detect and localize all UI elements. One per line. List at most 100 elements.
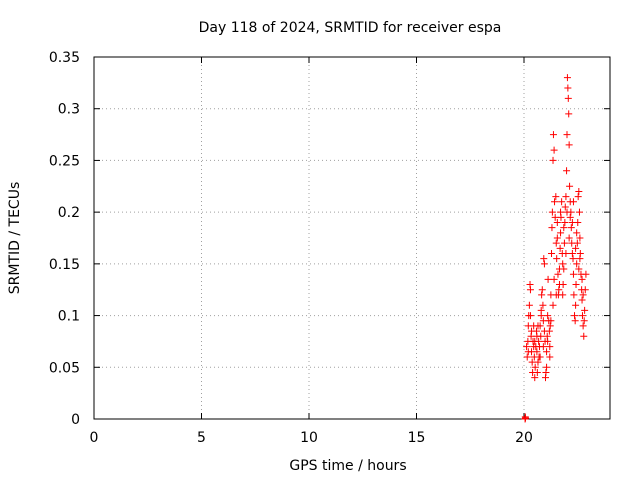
data-point — [569, 270, 577, 278]
data-point — [557, 208, 565, 216]
data-point — [571, 317, 579, 325]
data-point — [553, 218, 561, 226]
data-point — [556, 244, 564, 252]
data-point — [554, 270, 562, 278]
data-point — [524, 348, 532, 356]
data-point — [533, 348, 541, 356]
data-point — [546, 343, 554, 351]
data-point — [559, 291, 567, 299]
x-tick-label: 10 — [300, 430, 318, 446]
data-point — [551, 198, 559, 206]
data-point — [581, 286, 589, 294]
data-point — [574, 193, 582, 201]
y-tick-label: 0.3 — [58, 102, 80, 118]
y-tick-label: 0.05 — [49, 360, 80, 376]
data-point — [572, 301, 580, 309]
data-point — [528, 327, 536, 335]
data-point — [552, 291, 560, 299]
axis-ticks — [93, 56, 610, 420]
data-point — [565, 110, 573, 118]
data-point — [550, 275, 558, 283]
data-point — [536, 353, 544, 361]
y-tick-label: 0.25 — [49, 153, 80, 169]
data-point — [523, 343, 531, 351]
data-point — [537, 306, 545, 314]
data-point — [543, 363, 551, 371]
data-point — [548, 208, 556, 216]
data-point — [549, 156, 557, 164]
data-point — [553, 255, 561, 263]
x-tick-label: 15 — [408, 430, 426, 446]
data-point — [564, 84, 572, 92]
data-point — [525, 301, 533, 309]
data-point — [547, 317, 555, 325]
data-point — [576, 234, 584, 242]
data-point — [552, 239, 560, 247]
data-point — [580, 317, 588, 325]
data-point — [533, 368, 541, 376]
data-point — [552, 193, 560, 201]
data-point — [550, 146, 558, 154]
data-point — [555, 265, 563, 273]
y-tick-label: 0.1 — [58, 309, 80, 325]
data-point — [523, 353, 531, 361]
y-tick-label: 0 — [71, 412, 80, 428]
data-point — [562, 193, 570, 201]
x-tick-label: 0 — [90, 430, 99, 446]
axis-tick-labels: 0 5 10 15 20 0 0.05 0.1 0.15 0.2 0.25 0.3 0.35 — [49, 50, 533, 446]
data-point — [579, 291, 587, 299]
data-point — [561, 218, 569, 226]
x-tick-label: 5 — [197, 430, 206, 446]
data-point — [543, 348, 551, 356]
data-point — [558, 198, 566, 206]
data-point — [544, 312, 552, 320]
data-point — [522, 414, 530, 422]
data-points — [521, 74, 590, 423]
data-point — [548, 250, 556, 258]
data-point — [549, 301, 557, 309]
data-point — [530, 343, 538, 351]
y-tick-label: 0.15 — [49, 257, 80, 273]
data-point — [544, 337, 552, 345]
data-point — [582, 270, 590, 278]
data-point — [544, 275, 552, 283]
data-point — [559, 260, 567, 268]
data-point — [549, 131, 557, 139]
data-point — [560, 224, 568, 232]
data-point — [546, 322, 554, 330]
data-point — [565, 234, 573, 242]
data-point — [568, 218, 576, 226]
data-point — [573, 239, 581, 247]
data-point — [539, 301, 547, 309]
data-point — [572, 244, 580, 252]
data-point — [578, 312, 586, 320]
data-point — [575, 208, 583, 216]
data-point — [566, 213, 574, 221]
data-point — [579, 322, 587, 330]
data-point — [575, 265, 583, 273]
data-point — [569, 255, 577, 263]
data-point — [567, 224, 575, 232]
data-point — [581, 306, 589, 314]
data-point — [563, 208, 571, 216]
data-point — [569, 198, 577, 206]
x-axis-label: GPS time / hours — [289, 458, 406, 474]
data-point — [540, 327, 548, 335]
data-point — [538, 286, 546, 294]
data-point — [562, 250, 570, 258]
y-tick-label: 0.2 — [58, 205, 80, 221]
data-point — [578, 296, 586, 304]
data-point — [534, 322, 542, 330]
data-point — [538, 291, 546, 299]
data-point — [568, 250, 576, 258]
data-point — [531, 337, 539, 345]
data-point — [526, 312, 534, 320]
chart-title: Day 118 of 2024, SRMTID for receiver esp… — [199, 20, 502, 36]
data-point — [573, 229, 581, 237]
data-point — [540, 260, 548, 268]
data-point — [565, 141, 573, 149]
data-point — [531, 374, 539, 382]
data-point — [564, 94, 572, 102]
data-point — [542, 368, 550, 376]
